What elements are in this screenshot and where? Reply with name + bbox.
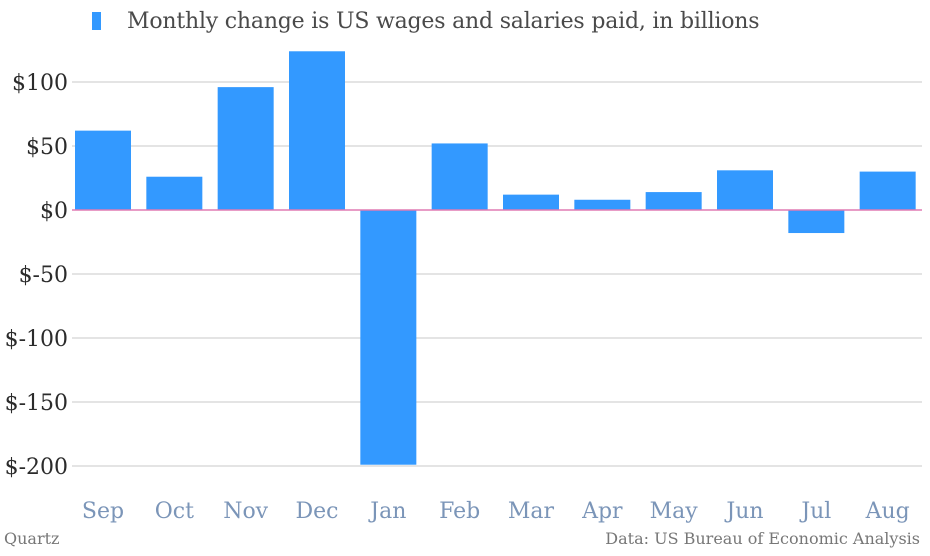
y-tick-label: $-200 bbox=[5, 455, 68, 480]
bars bbox=[75, 51, 916, 465]
bar bbox=[503, 194, 559, 210]
gridlines bbox=[72, 81, 922, 467]
x-tick-label: Jul bbox=[799, 499, 831, 524]
bar bbox=[146, 176, 203, 210]
x-tick-label: Sep bbox=[82, 499, 124, 524]
bar bbox=[717, 170, 773, 210]
x-axis-tick-labels: Sep Oct Nov Dec Jan Feb Mar Apr May Jun Jul Aug bbox=[82, 499, 910, 524]
x-tick-label: Mar bbox=[508, 499, 555, 524]
bar bbox=[645, 192, 702, 210]
x-tick-label: Oct bbox=[155, 499, 194, 524]
legend: Monthly change is US wages and salaries … bbox=[92, 6, 760, 36]
x-tick-label: Feb bbox=[439, 499, 480, 524]
bar bbox=[431, 143, 488, 210]
y-tick-label: $100 bbox=[12, 71, 68, 96]
bar bbox=[788, 210, 845, 234]
x-tick-label: Aug bbox=[865, 499, 910, 524]
x-tick-label: May bbox=[650, 499, 699, 524]
legend-swatch bbox=[92, 12, 101, 30]
footer-credit: Quartz bbox=[4, 529, 60, 548]
bar bbox=[859, 171, 916, 210]
bar bbox=[289, 51, 345, 210]
bar bbox=[217, 87, 274, 210]
x-tick-label: Dec bbox=[296, 499, 339, 524]
y-tick-label: $0 bbox=[40, 199, 68, 224]
y-tick-label: $-100 bbox=[5, 327, 68, 352]
bar bbox=[574, 199, 631, 210]
bar bbox=[360, 210, 417, 465]
y-axis-tick-labels: $100 $50 $0 $-50 $-100 $-150 $-200 bbox=[5, 71, 68, 480]
x-tick-label: Nov bbox=[223, 499, 268, 524]
y-tick-label: $-150 bbox=[5, 391, 68, 416]
footer-source: Data: US Bureau of Economic Analysis bbox=[605, 529, 920, 548]
y-tick-label: $-50 bbox=[19, 263, 68, 288]
bar bbox=[75, 130, 131, 210]
x-tick-label: Jan bbox=[368, 499, 406, 524]
x-tick-label: Jun bbox=[724, 499, 763, 524]
legend-label: Monthly change is US wages and salaries … bbox=[127, 8, 760, 34]
x-tick-label: Apr bbox=[581, 499, 623, 524]
y-tick-label: $50 bbox=[26, 135, 68, 160]
